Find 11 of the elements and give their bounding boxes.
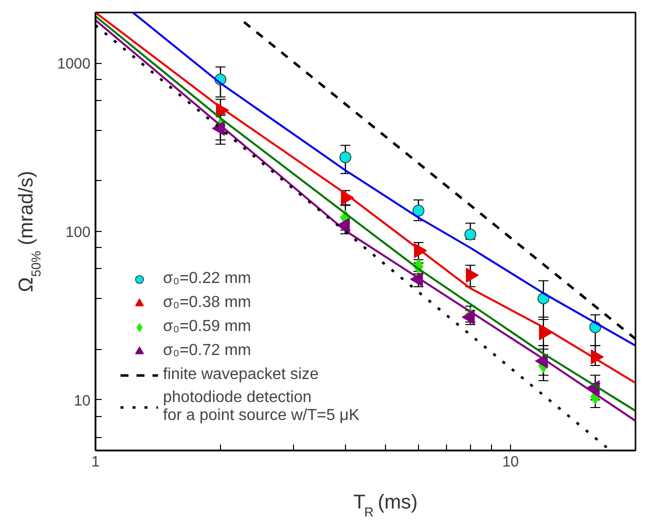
legend-label: σ₀=0.38 mm (163, 294, 252, 312)
legend-label: photodiode detection for a point source w/T=5 μK (163, 389, 360, 425)
y-tick-label: 10 (74, 392, 91, 410)
x-tick-label: 1 (91, 454, 100, 470)
legend-label: σ₀=0.59 mm (163, 318, 252, 336)
y-axis-title: Ω50% (mrad/s) (16, 170, 44, 292)
legend-label: σ₀=0.22 mm (163, 270, 252, 288)
legend-label: σ₀=0.72 mm (163, 342, 252, 360)
y-tick-label: 100 (65, 224, 91, 241)
legend-label: finite wavepacket size (163, 366, 319, 384)
y-tick-label: 1000 (57, 56, 91, 73)
